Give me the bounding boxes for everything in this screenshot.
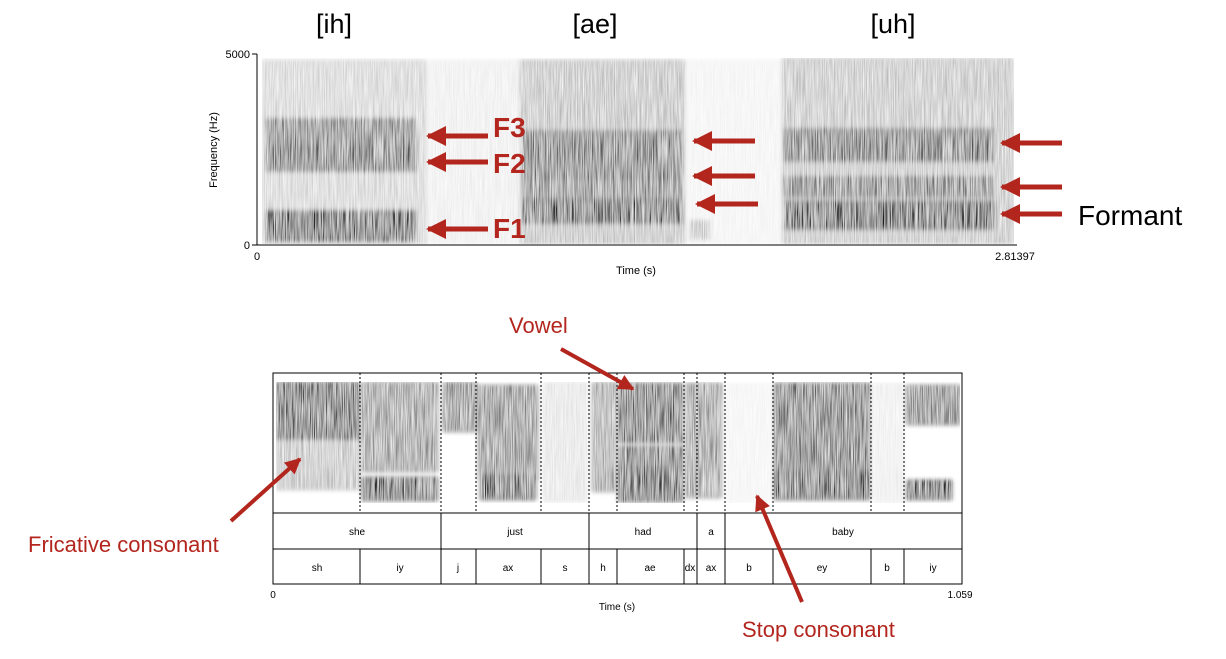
fricative-arrow [229, 457, 302, 523]
bottom-x-tick-end: 1.059 [947, 590, 972, 601]
vowel-label-ih: [ih] [316, 9, 352, 39]
vowel-label-ae: [ae] [572, 9, 617, 39]
phone-label: dx [685, 563, 696, 574]
phone-label: ax [706, 563, 717, 574]
phone-label: iy [396, 563, 403, 574]
formant-label-f3: F3 [493, 112, 526, 143]
stop-callout: Stop consonant [742, 617, 895, 642]
formant-caption: Formant [1078, 200, 1182, 231]
bottom-spectrogram: Vowel [28, 313, 973, 642]
vowel-callout: Vowel [509, 313, 568, 338]
top-x-tick-end: 2.81397 [995, 251, 1035, 263]
formant-arrows [426, 126, 1062, 239]
word-label: had [635, 527, 652, 538]
top-spectrogram-image [257, 54, 1017, 244]
vowel-arrow [560, 347, 635, 391]
phone-label: h [600, 563, 606, 574]
word-label: baby [832, 527, 854, 538]
top-y-tick-max: 5000 [226, 49, 250, 61]
word-label: a [708, 527, 714, 538]
word-label: she [349, 527, 366, 538]
phone-label: b [884, 563, 890, 574]
stop-arrow [755, 494, 804, 603]
word-tier [272, 512, 963, 550]
bottom-spectrogram-image [272, 372, 963, 514]
formant-label-f1: F1 [493, 213, 526, 244]
bottom-x-tick-start: 0 [270, 590, 276, 601]
top-x-tick-start: 0 [254, 251, 260, 263]
phone-label: ax [503, 563, 514, 574]
bottom-x-axis-label: Time (s) [599, 602, 635, 613]
top-spectrogram: [ih] [ae] [uh] [208, 9, 1182, 277]
top-y-tick-min: 0 [244, 240, 250, 252]
phone-label: b [746, 563, 752, 574]
formant-label-f2: F2 [493, 148, 526, 179]
word-label: just [506, 527, 523, 538]
phone-label: iy [929, 563, 936, 574]
phone-label: s [563, 563, 568, 574]
phone-label: ae [644, 563, 656, 574]
phone-label: ey [817, 563, 828, 574]
vowel-label-uh: [uh] [870, 9, 915, 39]
top-x-axis-label: Time (s) [616, 265, 656, 277]
fricative-callout: Fricative consonant [28, 532, 219, 557]
phone-tier [272, 548, 963, 585]
top-y-axis-label: Frequency (Hz) [208, 112, 220, 188]
phone-label: j [456, 563, 459, 574]
phone-label: sh [312, 563, 323, 574]
